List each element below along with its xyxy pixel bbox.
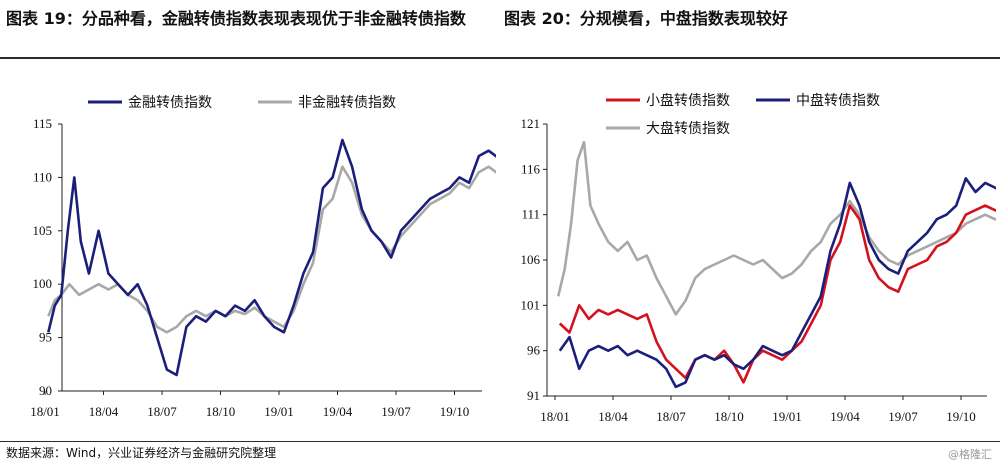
report-header: 图表 19：分品种看，金融转债指数表现表现优于非金融转债指数 图表 20：分规模… [6, 6, 994, 58]
x-tick-label: 19/07 [381, 404, 411, 419]
x-tick-label: 18/04 [598, 409, 628, 424]
x-tick-label: 18/07 [147, 404, 177, 419]
y-tick-label: 90 [39, 383, 52, 398]
x-tick-label: 19/04 [830, 409, 860, 424]
watermark: @格隆汇 [948, 448, 992, 461]
series-line [556, 140, 996, 316]
series-line [558, 204, 996, 384]
chart-right-svg: 91 96 101 106 111 116 121 18/01 18/04 18/07 18/10 1… [521, 92, 996, 424]
y-tick-label: 111 [521, 207, 540, 222]
y-tick-label: 121 [521, 116, 541, 131]
legend-label: 金融转债指数 [128, 95, 212, 111]
chart-right: 91 96 101 106 111 116 121 18/01 18/04 18/07 18/10 1… [500, 60, 996, 440]
legend-label: 小盘转债指数 [646, 92, 730, 109]
series-line [47, 165, 496, 334]
chart-left-svg: 90 95 100 105 110 115 18/01 18/04 18/07 18/10 19/0… [30, 95, 496, 419]
y-tick-label: 116 [521, 161, 541, 176]
x-tick-label: 18/01 [540, 409, 570, 424]
y-tick-label: 105 [33, 223, 53, 238]
y-tick-label: 101 [521, 297, 541, 312]
legend-label: 非金融转债指数 [298, 95, 396, 111]
y-tick-label: 95 [39, 330, 52, 345]
legend-label: 大盘转债指数 [646, 120, 730, 137]
y-tick-label: 115 [33, 116, 52, 131]
x-tick-label: 19/01 [264, 404, 294, 419]
x-tick-label: 19/01 [772, 409, 802, 424]
x-tick-label: 18/10 [206, 404, 236, 419]
x-tick-label: 19/10 [440, 404, 470, 419]
header-divider [0, 57, 1000, 59]
x-tick-label: 18/07 [656, 409, 686, 424]
y-tick-label: 91 [527, 388, 540, 403]
y-tick-label: 100 [33, 276, 53, 291]
series-line [47, 138, 496, 377]
x-tick-label: 19/07 [888, 409, 918, 424]
y-tick-label: 96 [527, 343, 541, 358]
x-tick-label: 18/04 [89, 404, 119, 419]
x-tick-label: 19/04 [323, 404, 353, 419]
series-line [558, 177, 996, 389]
y-tick-label: 110 [33, 169, 52, 184]
x-tick-label: 18/01 [30, 404, 60, 419]
x-tick-label: 19/10 [946, 409, 976, 424]
data-source-note: 数据来源：Wind，兴业证券经济与金融研究院整理 [6, 446, 277, 460]
footer-divider [0, 441, 1000, 442]
y-tick-label: 106 [521, 252, 541, 267]
figure-19-title: 图表 19：分品种看，金融转债指数表现表现优于非金融转债指数 [6, 9, 466, 28]
chart-left: 90 95 100 105 110 115 18/01 18/04 18/07 18/10 19/0… [0, 60, 496, 440]
figure-20-title: 图表 20：分规模看，中盘指数表现较好 [504, 9, 788, 28]
x-tick-label: 18/10 [714, 409, 744, 424]
legend-label: 中盘转债指数 [796, 92, 880, 109]
